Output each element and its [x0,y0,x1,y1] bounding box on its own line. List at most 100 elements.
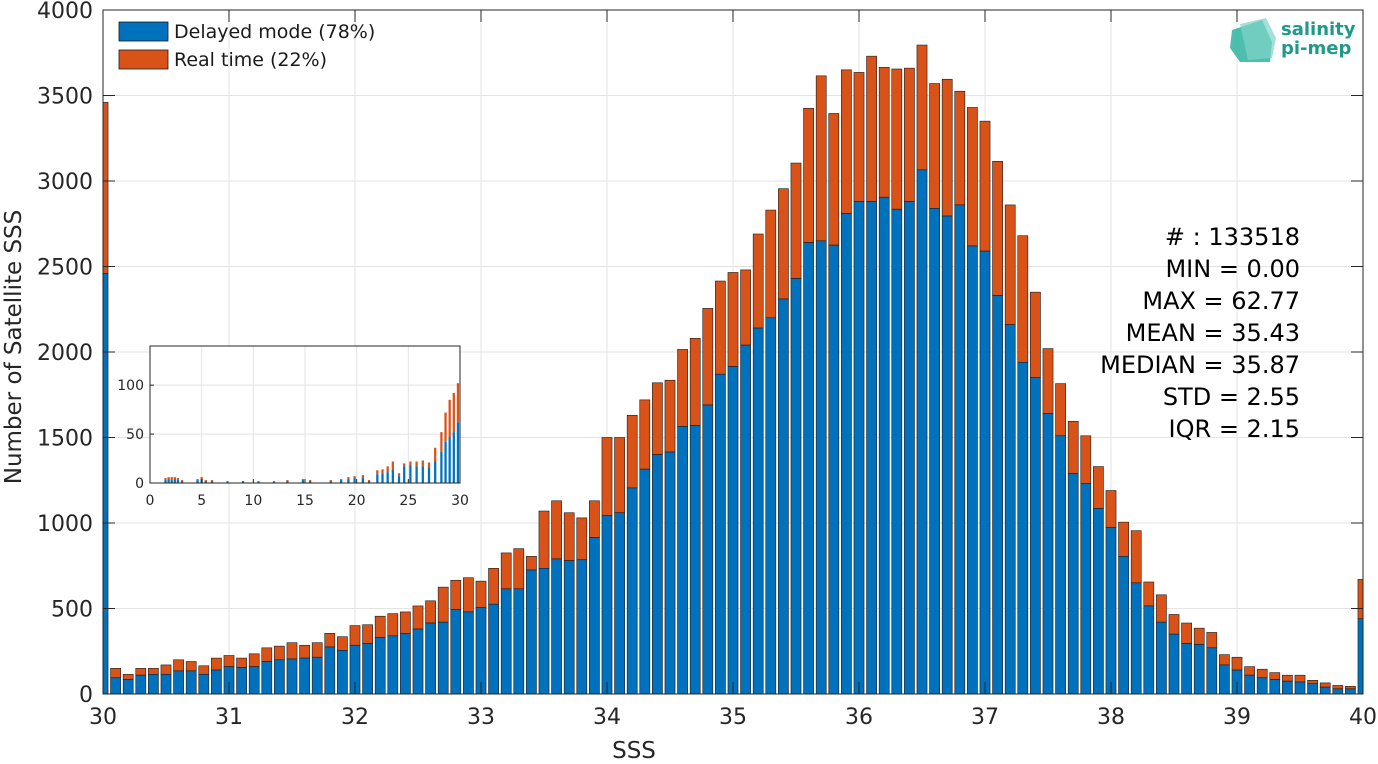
bar-delayed-mode [576,559,588,695]
bar-delayed-mode [929,208,940,695]
x-tick-label: 34 [593,705,621,730]
bar-real-time [1017,235,1029,363]
legend-swatch [118,49,169,70]
inset-y-tick-label: 50 [126,427,144,443]
bar-real-time [1244,666,1255,676]
bar-delayed-mode [992,295,1003,695]
x-tick-label: 37 [971,705,999,730]
bar-delayed-mode [878,196,890,695]
y-tick-label: 0 [79,683,93,708]
bar-real-time [211,657,222,671]
bar-delayed-mode [1244,674,1255,695]
x-tick-label: 32 [341,705,369,730]
bar-real-time [916,44,928,171]
bar-delayed-mode [891,208,903,695]
bar-real-time [1193,627,1205,645]
bar-real-time [979,120,991,252]
bar-real-time [1080,435,1092,484]
inset-bar-delayed-mode [329,481,332,483]
inset-x-tick-label: 30 [451,493,469,509]
bar-real-time [1105,490,1117,528]
inset-bar-delayed-mode [204,481,207,483]
inset-bar-real-time [309,480,312,482]
bar-delayed-mode [513,588,525,695]
bar-delayed-mode [866,201,877,695]
bar-real-time [941,78,953,217]
bar-delayed-mode [488,603,499,695]
bar-real-time [1093,466,1104,509]
x-tick-label: 33 [467,705,495,730]
bar-real-time [689,338,701,426]
bar-delayed-mode [1143,605,1155,695]
inset-bar-delayed-mode [170,480,173,483]
stat-line: MIN = 0.00 [1165,255,1300,283]
inset-bar-real-time [421,460,424,467]
bar-real-time [1307,680,1318,685]
bar-delayed-mode [500,588,512,695]
bar-real-time [437,586,449,623]
bar-delayed-mode [450,609,462,695]
bar-real-time [727,272,739,367]
inset-y-tick-label: 100 [117,378,144,394]
bar-delayed-mode [1080,483,1092,695]
bar-real-time [349,625,361,646]
bar-real-time [954,90,966,206]
bar-delayed-mode [803,242,814,695]
bar-real-time [1219,654,1230,666]
bar-real-time [236,657,247,668]
inset-bar-real-time [210,480,214,482]
inset-bar-real-time [272,481,276,483]
inset-bar-delayed-mode [361,478,365,483]
bar-real-time [362,624,373,644]
bar-delayed-mode [1004,324,1016,695]
inset-bar-real-time [391,461,394,470]
bar-real-time [929,83,940,209]
y-tick-label: 4000 [37,0,93,24]
inset-bar-real-time [403,463,406,467]
bar-delayed-mode [1307,683,1318,695]
inset-bar-delayed-mode [391,469,394,483]
bar-delayed-mode [526,569,537,695]
inset-x-tick-label: 20 [348,493,366,509]
inset-bar-delayed-mode [196,480,199,483]
bar-delayed-mode [286,658,298,695]
bar-real-time [752,233,764,329]
bar-delayed-mode [1357,618,1364,695]
bar-delayed-mode [765,317,777,695]
inset-bar-delayed-mode [456,422,460,483]
inset-bar-real-time [200,477,203,480]
inset-bar-real-time [381,469,384,474]
bar-real-time [173,659,184,672]
bar-delayed-mode [677,426,688,695]
bar-delayed-mode [1319,686,1331,695]
bar-delayed-mode [1269,679,1281,695]
bar-real-time [1067,420,1079,474]
inset-bar-real-time [415,461,418,467]
bar-delayed-mode [941,215,953,695]
bar-real-time [652,382,663,455]
bar-delayed-mode [916,169,928,695]
bar-real-time [337,636,348,651]
bar-delayed-mode [122,679,134,695]
bar-delayed-mode [274,659,285,695]
bars [102,44,1364,695]
inset-bar-real-time [452,392,455,433]
bar-real-time [425,600,436,624]
inset-bar-delayed-mode [434,461,437,483]
bar-real-time [463,577,474,613]
bar-real-time [1004,204,1016,325]
bar-delayed-mode [324,646,336,695]
bar-delayed-mode [563,560,575,695]
inset-bar-real-time [427,462,431,468]
bar-delayed-mode [1017,361,1029,695]
bar-delayed-mode [1193,644,1205,695]
bar-delayed-mode [1118,556,1129,695]
bar-delayed-mode [664,451,676,695]
bar-real-time [765,209,777,319]
bar-real-time [1143,581,1155,607]
inset-bar-real-time [286,480,289,482]
y-axis-label: Number of Satellite SSS [1,210,27,485]
inset-bar-real-time [340,479,343,481]
bar-real-time [576,517,588,561]
bar-real-time [488,568,499,605]
